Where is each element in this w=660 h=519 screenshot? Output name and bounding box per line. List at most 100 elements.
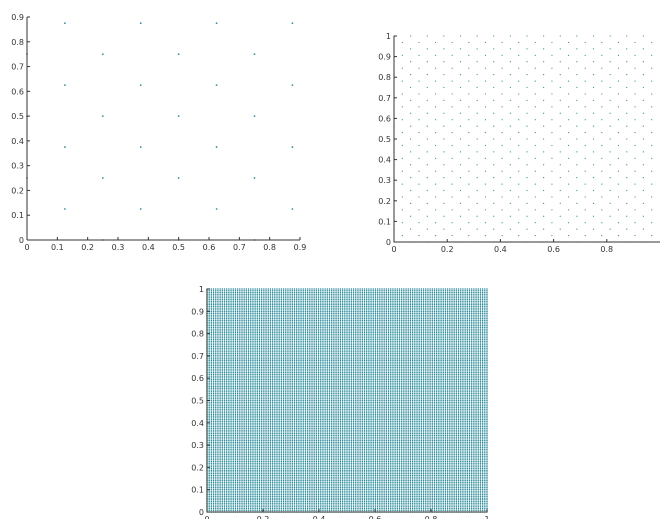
data-point [232,485,234,487]
data-point [256,431,259,433]
data-point [250,504,252,506]
data-point [252,380,254,383]
data-point [234,335,237,337]
data-point [212,406,215,409]
data-point [269,460,272,463]
data-point [267,483,269,485]
data-point [263,474,265,477]
data-point [258,357,261,360]
data-point [245,429,248,431]
x-tick-label: 0.8 [263,243,276,252]
data-point [260,429,263,431]
data-point [252,345,254,348]
data-point [247,455,250,457]
data-point [219,396,221,398]
data-point [271,425,274,428]
data-point [217,338,219,341]
data-point [221,335,224,337]
data-point [210,424,213,426]
data-point [208,324,210,327]
data-point [243,436,245,438]
data-point [276,404,278,407]
data-point [241,385,243,388]
data-point [278,507,280,510]
data-point [210,438,213,440]
data-point [274,392,276,395]
data-point [210,499,213,501]
data-point [247,446,250,449]
data-point [651,131,653,134]
data-point [234,354,237,356]
data-point [274,462,276,464]
data-point [626,177,628,179]
data-point [401,209,403,211]
data-point [254,289,256,292]
data-point [241,469,243,471]
data-point [276,289,278,292]
data-point [271,455,274,457]
data-point [271,441,274,444]
data-point [245,464,248,466]
data-point [215,298,217,301]
data-point [256,432,259,435]
data-point [219,462,221,464]
data-point [232,385,234,388]
data-point [236,432,239,435]
data-point [208,408,210,410]
data-point [230,502,232,505]
data-point [250,427,252,430]
data-point [626,151,628,153]
data-point [278,375,280,377]
data-point [243,509,245,512]
data-point [228,394,230,397]
data-point [217,370,219,372]
data-point [219,323,221,325]
data-point [239,493,241,496]
data-point [642,228,644,230]
data-point [258,366,261,369]
data-point [509,125,511,127]
data-point [245,300,248,302]
data-point [250,431,252,433]
data-point [267,354,269,356]
data-point [219,490,221,492]
data-point [459,202,462,204]
data-point [225,469,228,471]
data-point [269,431,272,433]
data-point [269,479,272,482]
data-point [401,131,403,134]
data-point [215,291,217,294]
data-point [239,429,241,431]
data-point [236,446,239,449]
data-point [426,151,428,153]
data-point [245,443,248,445]
data-point [534,54,536,56]
data-point [223,377,226,379]
data-point [212,331,215,334]
data-point [276,302,278,304]
data-point [265,427,267,430]
data-point [265,502,267,505]
data-point [551,41,553,44]
data-point [274,464,276,466]
data-point [219,389,221,391]
data-point [250,497,252,499]
data-point [221,465,224,468]
data-point [256,396,259,398]
data-point [228,455,230,457]
data-point [215,380,217,383]
data-point [241,288,243,290]
data-point [271,408,274,410]
data-point [219,399,221,402]
data-point [617,222,620,224]
data-point [247,314,250,316]
data-point [254,319,256,322]
data-point [543,35,545,37]
data-point [232,359,234,362]
data-point [215,317,217,320]
data-point [217,335,219,337]
data-point [617,41,620,44]
data-point [223,323,226,325]
data-point [250,474,252,477]
data-point [223,309,226,311]
